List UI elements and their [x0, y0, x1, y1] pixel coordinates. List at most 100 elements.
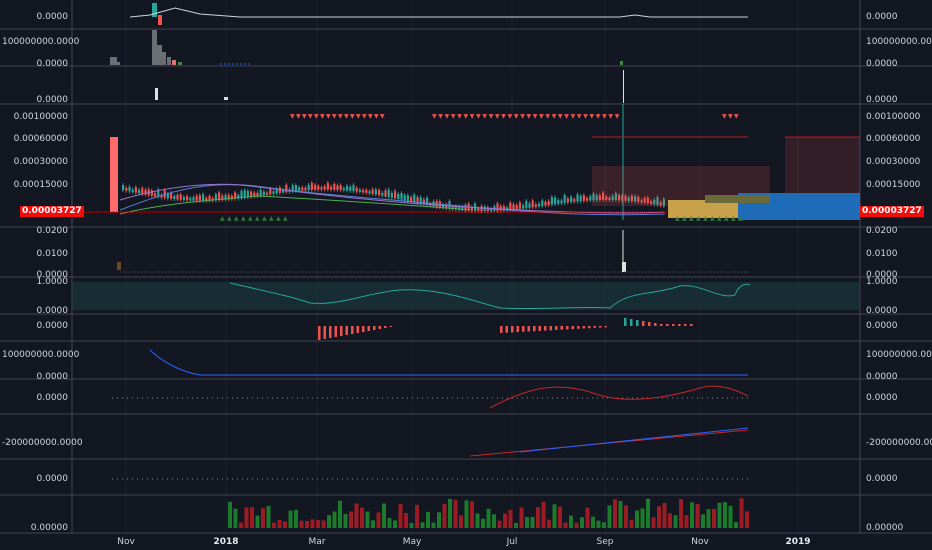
candle: [278, 187, 281, 193]
signal-marker: ▼: [380, 113, 385, 120]
signal-marker: ▼: [356, 113, 361, 120]
macd-bar: [511, 326, 514, 333]
signal-marker: ▼: [464, 113, 469, 120]
candle: [451, 206, 454, 210]
macd-bar: [351, 326, 354, 334]
volume-bar: [404, 513, 408, 528]
candle: [218, 192, 221, 201]
volume-bar: [739, 498, 744, 528]
candle: [352, 184, 355, 192]
volume-bar: [459, 515, 463, 528]
candle: [256, 192, 259, 197]
signal-marker: ▼: [296, 113, 301, 120]
volume-bar: [618, 500, 623, 528]
rsi-line: [229, 282, 751, 310]
candle: [342, 188, 345, 191]
volume-bar: [651, 517, 656, 528]
candle: [186, 196, 189, 201]
macd-bar: [599, 326, 602, 328]
candle: [461, 206, 464, 211]
candle: [349, 186, 352, 191]
volume-bar: [486, 508, 491, 528]
candle: [253, 192, 256, 197]
candle: [486, 207, 489, 212]
pane-9-left-label: 0.0000: [36, 393, 69, 403]
candle: [131, 189, 134, 193]
signal-marker: ▲: [738, 215, 743, 222]
pane-1-left-label: 0.0000: [36, 12, 69, 22]
signal-marker: ▼: [527, 113, 532, 120]
macd-bar: [323, 326, 326, 339]
volume-bar: [734, 521, 738, 528]
moving-average: [119, 183, 666, 214]
candle: [110, 137, 118, 212]
candle: [586, 198, 589, 201]
macd-bar: [345, 326, 348, 335]
volume-bar: [530, 516, 535, 528]
pane-5-left-label-0: 0.0200: [36, 226, 69, 236]
candle: [413, 194, 416, 203]
time-axis-label: Sep: [596, 537, 614, 547]
macd-bar: [654, 323, 657, 326]
signal-marker: ▲: [696, 215, 701, 222]
candle: [250, 191, 253, 197]
candle: [662, 199, 665, 207]
candle: [158, 15, 162, 25]
rsi-band: [72, 282, 860, 310]
pane-3-right-label: 0.0000: [866, 95, 898, 105]
volume-bar: [464, 500, 469, 528]
volume-bar: [706, 509, 711, 528]
candle: [643, 198, 646, 203]
macd-bar: [566, 326, 569, 330]
volume-bar: [481, 518, 485, 528]
volume-bar: [277, 519, 282, 528]
volume-bar: [602, 522, 606, 528]
signal-marker: ▼: [344, 113, 349, 120]
macd-bar: [684, 324, 687, 326]
candle: [355, 187, 358, 192]
signal-marker: ▼: [350, 113, 355, 120]
time-axis-label: Nov: [117, 537, 135, 547]
price-tag-left: 0.00003727: [20, 206, 84, 217]
volume-bar: [547, 519, 551, 528]
candle: [320, 187, 323, 190]
candle: [275, 188, 278, 194]
volume-bar: [558, 506, 562, 528]
candle: [157, 189, 160, 197]
macd-bar: [555, 326, 558, 330]
pane-5-right-label-0: 0.0200: [866, 226, 898, 236]
macd-bar: [389, 326, 392, 327]
signal-marker: ▲: [703, 215, 708, 222]
candle: [202, 194, 205, 201]
candle: [179, 194, 182, 200]
candle: [653, 199, 656, 205]
signal-marker: ▲: [682, 215, 687, 222]
macd-bar: [604, 326, 607, 328]
candle: [624, 195, 627, 201]
time-axis-label: May: [402, 537, 422, 547]
volume-bar: [420, 522, 425, 528]
volume-bar: [541, 501, 546, 528]
candle: [208, 195, 211, 201]
signal-marker: ▲: [710, 215, 715, 222]
macd-bar: [329, 326, 332, 338]
volume-bar: [475, 513, 480, 528]
signal-marker: ▼: [539, 113, 544, 120]
volume-bar: [327, 515, 331, 528]
candle: [240, 191, 243, 199]
signal-marker: ▼: [457, 113, 462, 120]
candle: [122, 185, 125, 190]
volume-bar: [508, 510, 513, 528]
candle: [294, 185, 297, 192]
spike-bar: [155, 88, 158, 100]
macd-left-label: 0.0000: [36, 321, 69, 331]
candle: [544, 201, 547, 206]
candle: [198, 195, 201, 201]
signal-marker: ▼: [290, 113, 295, 120]
volume-bar: [745, 511, 749, 528]
signal-marker: ▼: [501, 113, 506, 120]
candle: [298, 187, 301, 191]
candle: [266, 192, 269, 195]
